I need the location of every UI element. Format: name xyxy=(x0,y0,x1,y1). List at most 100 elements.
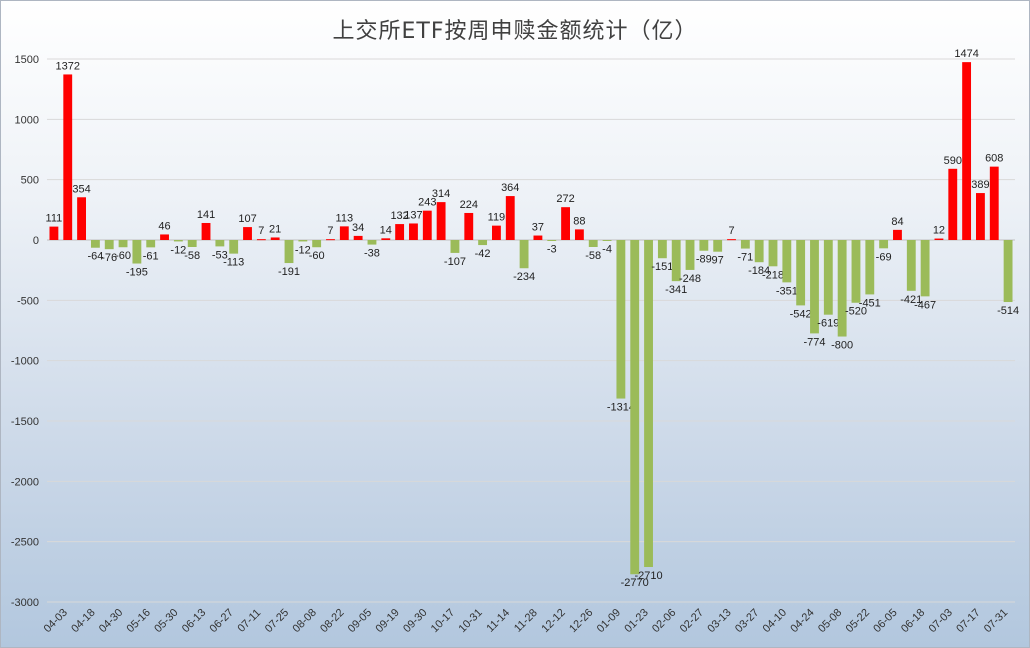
data-label: 314 xyxy=(432,188,450,200)
y-tick-label: 0 xyxy=(33,235,39,247)
data-label: -421 xyxy=(900,294,922,306)
x-tick-label: 06-05 xyxy=(871,607,899,635)
bar xyxy=(90,240,100,248)
x-tick-label: 01-23 xyxy=(622,607,650,635)
x-tick-label: 09-30 xyxy=(401,607,429,635)
data-label: 97 xyxy=(712,255,724,267)
y-tick-label: 1500 xyxy=(15,54,39,66)
data-label: 1372 xyxy=(56,60,80,72)
y-tick-label: 1000 xyxy=(15,114,39,126)
bar xyxy=(782,240,792,283)
bar xyxy=(768,240,778,267)
x-tick-label: 10-31 xyxy=(456,607,484,635)
bar xyxy=(851,240,861,303)
bar xyxy=(284,240,294,264)
data-label: -58 xyxy=(184,250,200,262)
x-tick-label: 09-19 xyxy=(373,607,401,635)
bar xyxy=(367,240,377,245)
bar xyxy=(450,240,460,253)
data-label: -774 xyxy=(803,336,825,348)
data-label: -2710 xyxy=(634,570,662,582)
bar xyxy=(989,166,999,240)
bar xyxy=(326,239,335,241)
x-tick-label: 04-10 xyxy=(761,607,789,635)
bar xyxy=(505,196,515,240)
x-tick-label: 03-27 xyxy=(733,607,761,635)
bar xyxy=(920,240,930,297)
y-tick-label: -3000 xyxy=(11,597,39,609)
bar xyxy=(256,239,266,241)
bar xyxy=(574,229,584,240)
x-tick-label: 11-28 xyxy=(512,607,540,635)
data-label: -113 xyxy=(223,257,244,269)
data-label: -12 xyxy=(295,244,311,256)
data-label: -151 xyxy=(651,261,673,273)
y-tick-label: -500 xyxy=(17,295,39,307)
bar xyxy=(962,62,972,241)
data-label: -69 xyxy=(876,251,892,263)
bar xyxy=(976,193,985,240)
bar xyxy=(422,210,432,240)
data-label: 7 xyxy=(327,225,333,237)
data-label: 224 xyxy=(460,199,478,211)
data-label: -520 xyxy=(845,306,867,318)
data-label: 113 xyxy=(336,212,354,224)
bar xyxy=(353,235,363,240)
bar xyxy=(796,240,806,306)
data-label: -195 xyxy=(126,267,148,279)
data-label: -60 xyxy=(115,250,131,262)
data-label: 364 xyxy=(501,182,519,194)
data-label: 272 xyxy=(556,193,574,205)
data-label: 137 xyxy=(404,209,422,221)
bar xyxy=(533,235,543,240)
bar xyxy=(630,240,640,575)
x-tick-label: 05-08 xyxy=(816,607,844,635)
data-label: 119 xyxy=(488,212,506,224)
bar xyxy=(478,240,488,246)
data-label: 7 xyxy=(258,225,264,237)
x-tick-label: 04-30 xyxy=(97,607,125,635)
x-tick-label: 07-25 xyxy=(263,607,291,635)
x-tick-label: 05-22 xyxy=(844,607,872,635)
data-label: -234 xyxy=(513,271,535,283)
data-label: 608 xyxy=(985,153,1003,165)
bar xyxy=(823,240,833,315)
data-label: -42 xyxy=(475,248,491,260)
data-label: -800 xyxy=(831,340,853,352)
data-label: -71 xyxy=(737,252,753,264)
x-tick-label: 07-03 xyxy=(927,607,955,635)
bar xyxy=(118,240,128,248)
x-tick-label: 06-13 xyxy=(180,607,208,635)
data-label: 141 xyxy=(197,209,215,221)
bar xyxy=(49,226,59,240)
data-label: 14 xyxy=(380,224,392,236)
data-label: -61 xyxy=(143,250,159,262)
bar xyxy=(381,238,391,240)
data-label: -12 xyxy=(170,244,186,256)
bar xyxy=(588,240,598,247)
bar xyxy=(63,74,73,240)
x-tick-label: 05-16 xyxy=(125,607,153,635)
bar xyxy=(173,240,183,242)
bar xyxy=(1003,240,1013,303)
bar xyxy=(671,240,681,282)
bar xyxy=(740,240,750,249)
x-tick-label: 11-14 xyxy=(484,607,512,635)
data-label: 37 xyxy=(532,222,544,234)
x-tick-label: 06-18 xyxy=(899,607,927,635)
data-label: -58 xyxy=(585,250,601,262)
bar xyxy=(699,240,709,251)
x-tick-label: 08-08 xyxy=(291,607,319,635)
bar xyxy=(602,240,612,241)
data-label: -341 xyxy=(665,284,687,296)
data-label: 7 xyxy=(728,225,734,237)
bar xyxy=(339,226,349,240)
data-label: -4 xyxy=(602,243,612,255)
data-label: -191 xyxy=(278,266,300,278)
chart-title: 上交所ETF按周申赎金额统计（亿） xyxy=(332,19,698,44)
x-tick-label: 06-27 xyxy=(208,607,236,635)
bar xyxy=(104,240,114,250)
bar xyxy=(948,168,958,240)
